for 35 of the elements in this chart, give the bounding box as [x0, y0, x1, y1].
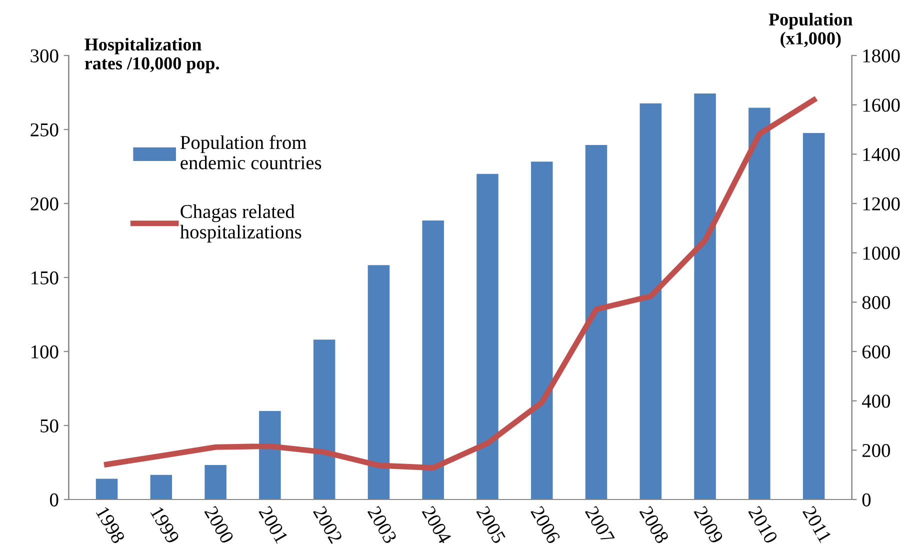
y-tick-label: 100: [32, 345, 58, 358]
y2-tick-label: 600: [862, 345, 890, 358]
bar: [476, 174, 498, 500]
legend-label: Population from endemic countries: [180, 135, 322, 170]
y2-tick-label: 1400: [863, 148, 900, 162]
y-tick-label: 200: [30, 197, 58, 210]
y-tick-label: 150: [32, 271, 58, 284]
y-axis-title: Hospitalization rates /10,000 pop.: [84, 38, 219, 74]
y2-tick-label: 1800: [863, 49, 900, 62]
bar: [802, 132, 825, 500]
bar: [150, 474, 172, 500]
y2-tick-label: 0: [862, 493, 871, 506]
y-tick-label: 0: [50, 493, 58, 506]
bar: [694, 93, 716, 500]
bar: [530, 162, 553, 500]
y2-tick-label: 800: [862, 296, 890, 310]
bar: [748, 108, 770, 500]
y2-axis-title: Population (x1,000): [768, 12, 853, 48]
bar: [96, 478, 118, 500]
y-tick-label: 250: [30, 123, 58, 136]
bar: [585, 145, 608, 500]
y2-tick-label: 1200: [863, 197, 900, 210]
bar: [422, 220, 444, 500]
bar: [640, 103, 662, 500]
bar: [204, 464, 226, 500]
bar: [259, 410, 281, 500]
y2-tick-label: 200: [862, 444, 890, 458]
bar: [368, 265, 390, 500]
bar: [313, 340, 336, 500]
legend-label: Chagas related hospitalizations: [180, 204, 302, 242]
y2-tick-label: 400: [862, 394, 890, 408]
y-tick-label: 300: [30, 49, 58, 62]
y-tick-label: 50: [40, 419, 58, 432]
y2-tick-label: 1000: [863, 246, 900, 260]
y2-tick-label: 1600: [863, 98, 900, 112]
